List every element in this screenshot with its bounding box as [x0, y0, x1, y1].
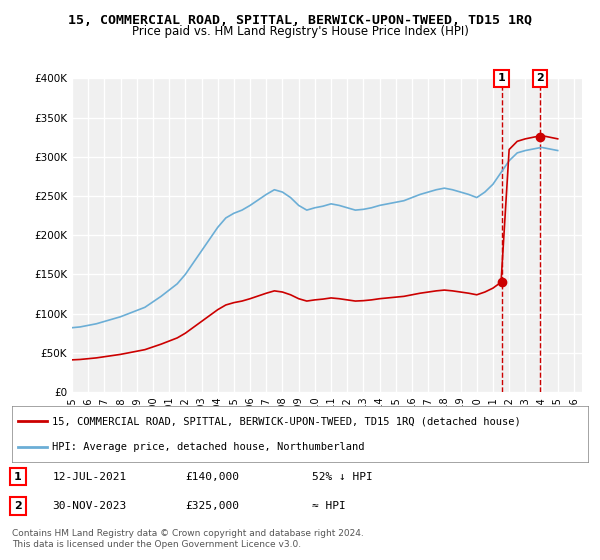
Text: Price paid vs. HM Land Registry's House Price Index (HPI): Price paid vs. HM Land Registry's House … — [131, 25, 469, 38]
Text: 1: 1 — [497, 73, 505, 83]
Text: 12-JUL-2021: 12-JUL-2021 — [52, 472, 127, 482]
Text: HPI: Average price, detached house, Northumberland: HPI: Average price, detached house, Nort… — [52, 442, 365, 452]
Text: 30-NOV-2023: 30-NOV-2023 — [52, 501, 127, 511]
Text: 2: 2 — [536, 73, 544, 83]
Text: 2: 2 — [14, 501, 22, 511]
Text: 15, COMMERCIAL ROAD, SPITTAL, BERWICK-UPON-TWEED, TD15 1RQ: 15, COMMERCIAL ROAD, SPITTAL, BERWICK-UP… — [68, 14, 532, 27]
Text: £140,000: £140,000 — [185, 472, 239, 482]
Text: 15, COMMERCIAL ROAD, SPITTAL, BERWICK-UPON-TWEED, TD15 1RQ (detached house): 15, COMMERCIAL ROAD, SPITTAL, BERWICK-UP… — [52, 416, 521, 426]
Text: 1: 1 — [14, 472, 22, 482]
Text: 52% ↓ HPI: 52% ↓ HPI — [311, 472, 372, 482]
Text: ≈ HPI: ≈ HPI — [311, 501, 345, 511]
Text: Contains HM Land Registry data © Crown copyright and database right 2024.
This d: Contains HM Land Registry data © Crown c… — [12, 529, 364, 549]
Text: £325,000: £325,000 — [185, 501, 239, 511]
